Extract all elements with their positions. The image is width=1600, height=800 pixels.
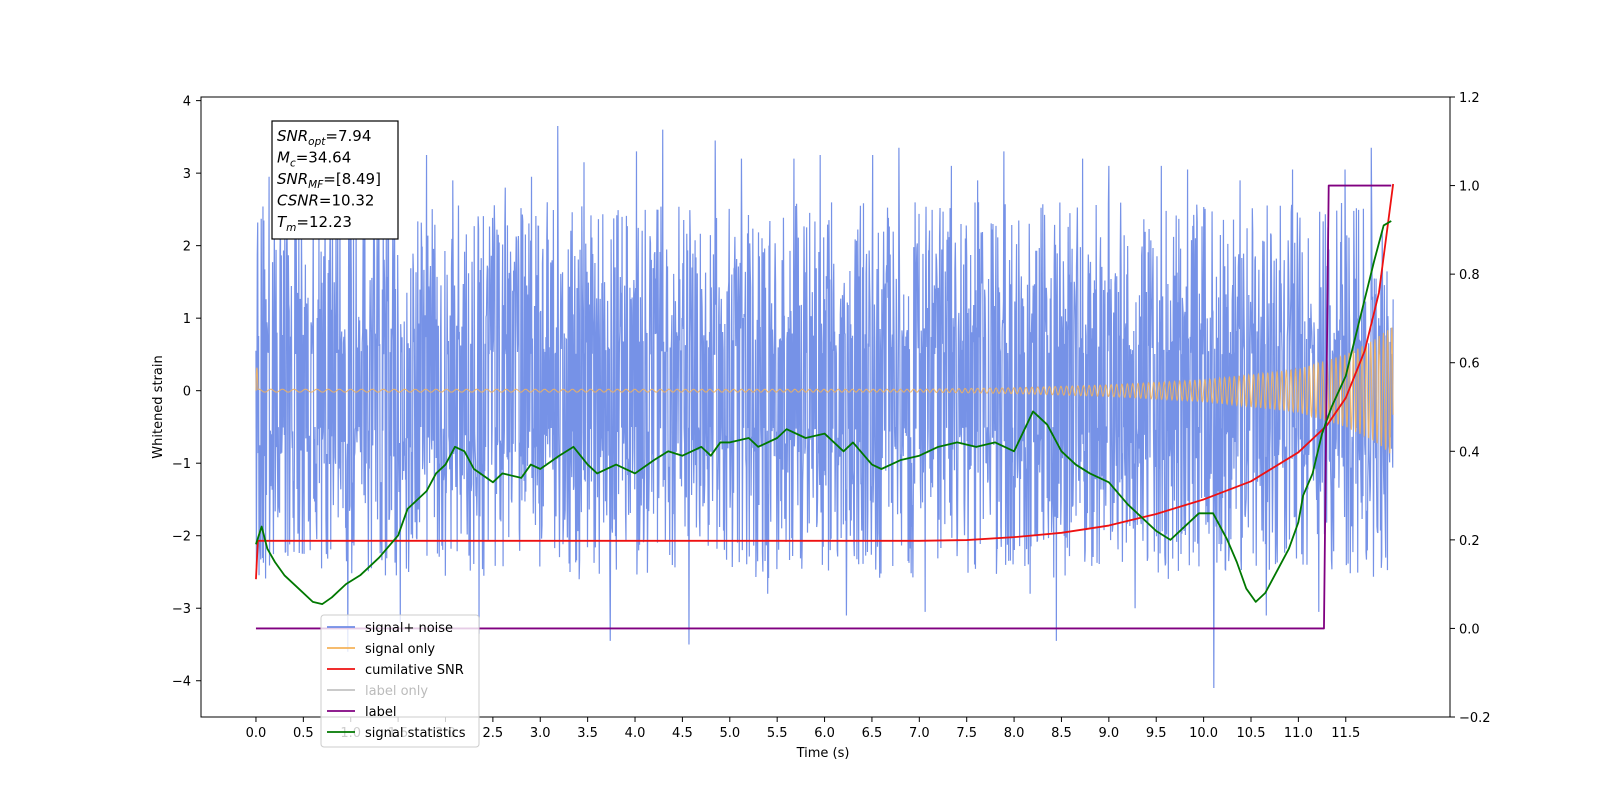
series-layer	[255, 183, 1395, 630]
x-tick-label: 8.0	[1004, 726, 1025, 741]
x-tick-label: 7.0	[909, 726, 930, 741]
y2-axis-ticks: 1.2 1.0 0.8 0.6 0.4 0.2 0.0 −0.2	[1450, 91, 1491, 726]
x-tick-label: 9.5	[1146, 726, 1167, 741]
y2-tick-label: 0.6	[1459, 357, 1480, 372]
annotation-symbol: M	[277, 149, 290, 167]
x-tick-label: 2.5	[483, 726, 504, 741]
x-tick-label: 0.5	[293, 726, 314, 741]
annotation-value: =[8.49]	[323, 170, 381, 188]
x-tick-label: 5.5	[767, 726, 788, 741]
x-tick-label: 0.0	[246, 726, 267, 741]
y2-tick-label: 0.8	[1459, 268, 1480, 283]
annotation-line: SNRopt=7.94	[277, 127, 371, 148]
annotation-line: CSNR=10.32	[277, 192, 374, 210]
annotation-line: Tm=12.23	[277, 213, 352, 234]
signal-only-series	[255, 327, 1394, 454]
signal-noise-series	[255, 126, 1394, 688]
x-tick-label: 6.5	[862, 726, 883, 741]
y-tick-label: −1	[172, 457, 191, 472]
x-tick-label: 10.0	[1189, 726, 1218, 741]
legend-label: cumilative SNR	[365, 663, 464, 678]
annotation-frame	[271, 120, 399, 240]
annotation-subscript: opt	[308, 136, 326, 148]
y2-tick-label: 1.2	[1459, 91, 1480, 106]
y-tick-label: 1	[183, 312, 191, 327]
y2-tick-label: 1.0	[1459, 180, 1480, 195]
y-tick-label: 4	[183, 95, 191, 110]
annotation-line: SNRMF=[8.49]	[277, 170, 381, 191]
annotation-symbol: SNR	[277, 127, 308, 145]
y-axis-label: Whitened strain	[151, 355, 166, 458]
y2-tick-label: 0.0	[1459, 622, 1480, 637]
y-tick-label: −4	[172, 675, 191, 690]
annotation-subscript: MF	[308, 179, 324, 191]
annotation-value: =10.32	[319, 192, 375, 210]
y-tick-label: 0	[183, 385, 191, 400]
legend-label: label	[365, 705, 396, 720]
annotation-value: =12.23	[296, 213, 352, 231]
legend-label: signal statistics	[365, 726, 466, 741]
legend: signal+ noise signal only cumilative SNR la…	[320, 614, 480, 748]
y-tick-label: 2	[183, 240, 191, 255]
y-tick-label: 3	[183, 167, 191, 182]
x-tick-label: 10.5	[1237, 726, 1266, 741]
annotation-symbol: CSNR	[277, 192, 319, 210]
signal-statistics-series	[255, 220, 1392, 605]
x-tick-label: 11.0	[1284, 726, 1313, 741]
annotation-subscript: c	[290, 158, 296, 170]
annotation-subscript: m	[286, 222, 296, 234]
annotation-symbol: T	[277, 213, 288, 231]
x-tick-label: 7.5	[956, 726, 977, 741]
annotation-box: SNRopt=7.94Mc=34.64SNRMF=[8.49]CSNR=10.3…	[271, 120, 399, 240]
y-tick-label: −2	[172, 530, 191, 545]
y-axis-ticks: 4 3 2 1 0 −1 −2 −3 −4	[172, 95, 201, 690]
noise-layer	[255, 126, 1394, 688]
annotation-value: =7.94	[325, 127, 371, 145]
x-tick-label: 4.5	[672, 726, 693, 741]
legend-label: signal only	[365, 642, 435, 657]
legend-label: signal+ noise	[365, 621, 453, 636]
y-tick-label: −3	[172, 602, 191, 617]
y2-tick-label: 0.2	[1459, 534, 1480, 549]
x-tick-label: 8.5	[1051, 726, 1072, 741]
annotation-value: =34.64	[296, 149, 352, 167]
cumulative-snr-series	[255, 183, 1395, 580]
annotation-line: Mc=34.64	[277, 149, 351, 170]
x-tick-label: 3.5	[577, 726, 598, 741]
x-tick-label: 5.0	[719, 726, 740, 741]
y2-tick-label: −0.2	[1459, 711, 1491, 726]
x-tick-label: 9.0	[1099, 726, 1120, 741]
y2-tick-label: 0.4	[1459, 445, 1480, 460]
x-tick-label: 6.0	[814, 726, 835, 741]
x-tick-label: 11.5	[1331, 726, 1360, 741]
plot-frame	[200, 96, 1451, 718]
annotation-symbol: SNR	[277, 170, 308, 188]
legend-frame	[320, 614, 480, 748]
x-axis-label: Time (s)	[796, 746, 850, 761]
legend-label: label only	[365, 684, 428, 699]
x-tick-label: 3.0	[530, 726, 551, 741]
label-series	[255, 184, 1392, 630]
x-tick-label: 4.0	[625, 726, 646, 741]
